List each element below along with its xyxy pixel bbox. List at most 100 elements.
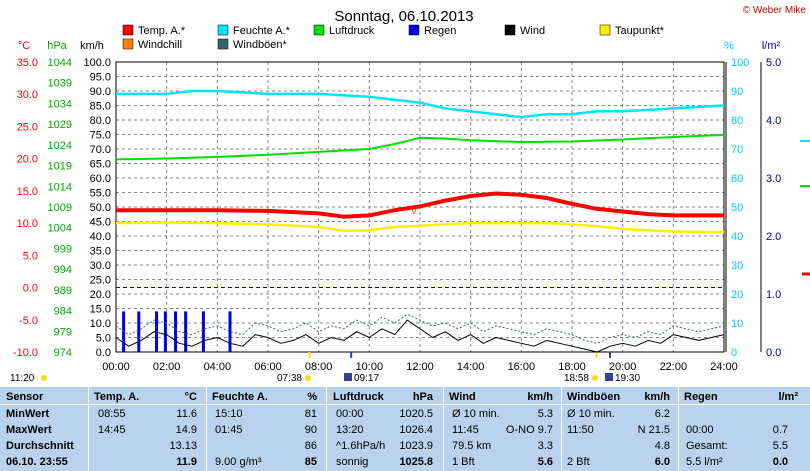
legend-swatch: [504, 24, 516, 36]
rain-bar: [201, 311, 205, 352]
pressure-tick-label: 979: [54, 326, 72, 338]
table-cell: 85: [304, 456, 317, 468]
temp-tick-label: 35.0: [17, 57, 38, 69]
table-cell: N 21.5: [637, 424, 670, 436]
wind-tick-label: 35.0: [90, 246, 111, 258]
table-row-label: 06.10. 23:55: [6, 456, 68, 468]
table-row-label: MaxWert: [6, 424, 52, 436]
wind-tick-label: 55.0: [90, 188, 111, 200]
wind-tick-label: 100.0: [83, 57, 111, 69]
temp-tick-label: 15.0: [17, 186, 38, 198]
humidity-tick-label: 50: [731, 202, 743, 214]
table-header: Sensor: [6, 391, 44, 403]
table-cell: 6.2: [654, 408, 670, 420]
table-cell: 13.13: [169, 440, 197, 452]
pressure-tick-label: 1024: [48, 140, 72, 152]
table-header: km/h: [527, 391, 553, 403]
table-cell: 11.9: [176, 456, 197, 468]
credit-label: © Weber Mike: [743, 5, 807, 16]
legend-label: Luftdruck: [329, 25, 375, 37]
table-cell: 81: [304, 408, 317, 420]
table-cell: 2 Bft: [567, 456, 590, 468]
pressure-tick-label: 1004: [48, 223, 72, 235]
x-tick-label: 08:00: [305, 361, 333, 373]
table-cell: 1 Bft: [452, 456, 475, 468]
humidity-tick-label: 10: [731, 318, 743, 330]
table-cell: 0.7: [772, 424, 788, 436]
pressure-tick-label: 1034: [48, 98, 72, 110]
x-tick-label: 22:00: [660, 361, 688, 373]
table-cell: 3.3: [537, 440, 553, 452]
sunrise-time: 07:38: [277, 373, 302, 384]
rain-tick-label: 1.0: [766, 289, 781, 301]
table-cell: 6.0: [654, 456, 670, 468]
chart-title: Sonntag, 06.10.2013: [334, 8, 473, 25]
table-cell: 1025.8: [399, 456, 433, 468]
rain-bar: [137, 311, 141, 352]
series-line-taupunkt: [115, 221, 725, 234]
table-header: Feuchte A.: [212, 391, 268, 403]
pressure-tick-label: 984: [54, 306, 72, 318]
wind-tick-label: 75.0: [90, 130, 111, 142]
x-tick-label: 12:00: [406, 361, 434, 373]
moonset-icon: [605, 373, 613, 381]
humidity-tick-label: 40: [731, 231, 743, 243]
pressure-tick-label: 1019: [48, 161, 72, 173]
wind-tick-label: 90.0: [90, 86, 111, 98]
rain-bar: [163, 311, 167, 352]
humidity-tick-label: 20: [731, 289, 743, 301]
table-header: Regen: [684, 391, 718, 403]
rain-bar: [228, 311, 232, 352]
chart-legend: Temp. A.* Feuchte A.* Luftdruck Regen Wind Ta…: [122, 24, 665, 51]
temp-tick-label: 20.0: [17, 154, 38, 166]
rain-tick-label: 4.0: [766, 115, 781, 127]
pressure-tick-label: 1039: [48, 78, 72, 90]
rain-tick-label: 5.0: [766, 57, 781, 69]
wind-tick-label: 20.0: [90, 289, 111, 301]
plot-frame: [115, 61, 725, 353]
rain-tick-label: 3.0: [766, 173, 781, 185]
wind-tick-label: 0.0: [96, 347, 111, 359]
legend-swatch: [217, 38, 229, 50]
table-cell: 13:20: [336, 424, 364, 436]
table-cell: 14:45: [98, 424, 126, 436]
table-cell: 11:50: [567, 424, 594, 436]
temp-tick-label: 0.0: [23, 283, 38, 295]
table-header: °C: [184, 391, 197, 403]
wind-tick-label: 25.0: [90, 275, 111, 287]
x-tick-label: 06:00: [254, 361, 282, 373]
series-line-windben: [115, 313, 725, 344]
legend-swatch: [313, 24, 325, 36]
x-tick-label: 24:00: [710, 361, 738, 373]
wind-tick-label: 60.0: [90, 173, 111, 185]
rain-bar: [174, 311, 178, 352]
wind-tick-label: 95.0: [90, 72, 111, 84]
sun-icon: [305, 375, 311, 381]
table-cell: 11.6: [176, 408, 197, 420]
table-cell: Ø 10 min.: [452, 408, 500, 420]
chart-series: V: [115, 89, 810, 353]
table-cell: 4.8: [654, 440, 670, 452]
pressure-tick-label: 999: [54, 243, 72, 255]
moonrise-time: 11:20: [10, 373, 35, 384]
table-cell: 14.9: [175, 424, 197, 436]
table-cell: 08:55: [98, 408, 126, 420]
pressure-tick-label: 1009: [48, 202, 72, 214]
table-row-label: MinWert: [6, 408, 50, 420]
table-cell: 90: [304, 424, 317, 436]
table-cell: O-NO 9.7: [505, 424, 553, 436]
x-tick-label: 20:00: [609, 361, 637, 373]
pressure-tick-label: 989: [54, 285, 72, 297]
humidity-tick-label: 30: [731, 260, 743, 272]
legend-label: Feuchte A.*: [233, 25, 291, 37]
wind-tick-label: 70.0: [90, 144, 111, 156]
table-cell: 5.5 l/m²: [686, 456, 723, 468]
table-cell: 5.3: [537, 408, 553, 420]
series-line-wind: [115, 319, 725, 353]
table-cell: 00:00: [336, 408, 364, 420]
humidity-tick-label: 0: [731, 347, 737, 359]
legend-label: Windböen*: [233, 39, 288, 51]
temp-tick-label: 25.0: [17, 121, 38, 133]
wind-tick-label: 80.0: [90, 115, 111, 127]
wind-tick-label: 5.0: [96, 333, 111, 345]
